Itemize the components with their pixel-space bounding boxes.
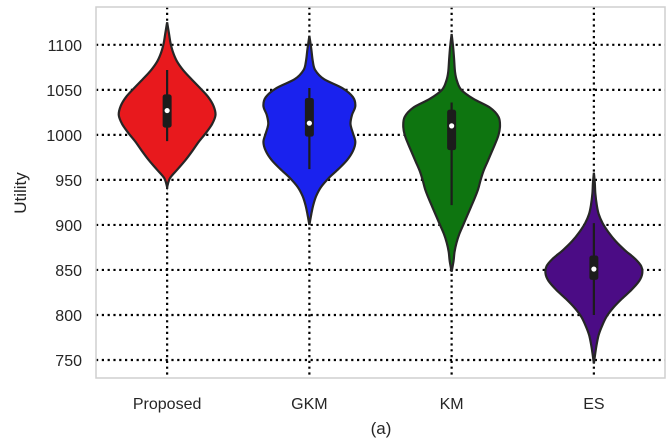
grid-layer <box>96 7 665 378</box>
x-tick-label: GKM <box>291 396 327 413</box>
y-tick-label: 900 <box>55 218 82 235</box>
y-tick-label: 850 <box>55 263 82 280</box>
x-tick-labels: Proposed GKM KM ES <box>133 396 605 413</box>
violin-km <box>402 33 502 272</box>
y-tick-label: 1000 <box>46 128 82 145</box>
x-tick-label: Proposed <box>133 396 202 413</box>
violin-iqr-box <box>304 97 314 137</box>
violin-median-point <box>449 123 455 129</box>
violin-layer <box>117 22 644 364</box>
violin-iqr-box <box>447 109 457 151</box>
y-tick-label: 750 <box>55 353 82 370</box>
x-tick-label: ES <box>583 396 604 413</box>
y-axis-label: Utility <box>11 172 30 214</box>
y-tick-label: 1050 <box>46 83 82 100</box>
y-tick-label: 950 <box>55 173 82 190</box>
y-tick-labels: 750 800 850 900 950 1000 1050 1100 <box>46 38 82 370</box>
y-tick-label: 1100 <box>48 38 83 55</box>
violin-es <box>544 172 644 364</box>
violin-median-point <box>591 266 597 272</box>
y-tick-label: 800 <box>55 308 82 325</box>
x-axis-label: (a) <box>371 419 392 438</box>
x-tick-label: KM <box>440 396 464 413</box>
violin-gkm <box>262 35 357 226</box>
plot-frame <box>95 6 666 379</box>
violin-median-point <box>306 120 312 126</box>
violin-median-point <box>164 107 170 114</box>
violin-proposed <box>117 22 217 191</box>
